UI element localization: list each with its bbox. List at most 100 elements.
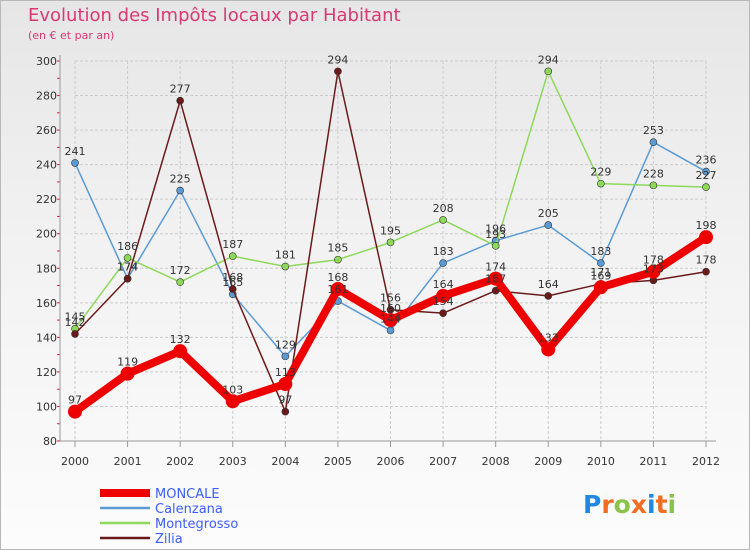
data-label-zilia: 178 bbox=[696, 254, 717, 267]
data-point-calenzana bbox=[544, 221, 553, 229]
data-label-calenzana: 183 bbox=[433, 245, 454, 258]
data-label-moncale: 174 bbox=[485, 261, 506, 274]
x-tick-label: 2004 bbox=[271, 455, 299, 468]
data-label-montegrosso: 195 bbox=[380, 224, 401, 237]
data-point-calenzana bbox=[597, 259, 605, 267]
data-label-montegrosso: 227 bbox=[696, 169, 717, 182]
data-label-moncale: 132 bbox=[170, 333, 191, 346]
x-tick-label: 2011 bbox=[639, 455, 667, 468]
y-tick-label: 180 bbox=[36, 262, 57, 275]
data-point-moncale bbox=[225, 394, 240, 409]
legend-label-calenzana: Calenzana bbox=[155, 502, 223, 517]
data-point-moncale bbox=[173, 344, 188, 359]
data-point-zilia bbox=[281, 407, 290, 416]
data-label-zilia: 164 bbox=[538, 278, 559, 291]
data-label-zilia: 154 bbox=[433, 295, 454, 308]
data-point-montegrosso bbox=[281, 262, 290, 271]
data-point-montegrosso bbox=[334, 255, 342, 264]
data-point-zilia bbox=[544, 292, 553, 300]
data-label-moncale: 133 bbox=[538, 331, 559, 344]
x-tick-label: 2010 bbox=[587, 455, 615, 468]
data-point-moncale bbox=[330, 282, 345, 296]
data-label-moncale: 178 bbox=[643, 254, 664, 267]
data-label-calenzana: 165 bbox=[222, 276, 243, 289]
data-point-zilia bbox=[491, 286, 500, 295]
y-tick-label: 260 bbox=[36, 124, 57, 137]
x-tick-label: 2000 bbox=[61, 455, 89, 468]
data-point-moncale bbox=[436, 288, 451, 303]
data-label-zilia: 171 bbox=[590, 266, 611, 279]
series-lines bbox=[68, 67, 713, 419]
data-point-moncale bbox=[278, 377, 293, 391]
data-label-moncale: 164 bbox=[433, 278, 454, 291]
data-point-moncale bbox=[593, 280, 608, 295]
data-label-calenzana: 236 bbox=[696, 154, 717, 167]
data-label-calenzana: 174 bbox=[117, 261, 138, 274]
data-label-montegrosso: 185 bbox=[327, 242, 348, 255]
data-label-moncale: 119 bbox=[117, 356, 138, 369]
gridlines bbox=[74, 60, 707, 441]
data-label-montegrosso: 187 bbox=[222, 238, 243, 251]
data-label-zilia: 156 bbox=[380, 292, 401, 305]
data-label-montegrosso: 172 bbox=[170, 264, 191, 277]
data-label-moncale: 169 bbox=[590, 269, 611, 282]
y-tick-label: 220 bbox=[36, 193, 57, 206]
data-point-moncale bbox=[646, 264, 661, 279]
data-label-zilia: 168 bbox=[222, 271, 243, 284]
data-label-calenzana: 183 bbox=[590, 245, 611, 258]
data-point-zilia bbox=[176, 96, 184, 105]
data-label-moncale: 168 bbox=[327, 271, 348, 284]
data-point-zilia bbox=[334, 67, 342, 76]
y-tick-label: 80 bbox=[43, 435, 57, 448]
legend-label-zilia: Zilia bbox=[155, 532, 183, 547]
y-tick-label: 120 bbox=[36, 366, 57, 379]
data-label-calenzana: 253 bbox=[643, 124, 664, 137]
data-point-moncale bbox=[699, 230, 713, 245]
data-label-montegrosso: 208 bbox=[433, 202, 454, 215]
x-tick-label: 2008 bbox=[482, 455, 510, 468]
data-point-zilia bbox=[439, 309, 447, 317]
x-tick-label: 2009 bbox=[534, 455, 562, 468]
data-point-calenzana bbox=[702, 167, 710, 176]
data-label-montegrosso: 186 bbox=[117, 240, 138, 253]
x-tick-label: 2006 bbox=[377, 455, 405, 468]
data-point-zilia bbox=[702, 267, 710, 276]
x-tick-label: 2001 bbox=[114, 455, 142, 468]
x-tick-label: 2012 bbox=[692, 455, 720, 468]
data-label-montegrosso: 193 bbox=[485, 228, 506, 241]
data-label-zilia: 294 bbox=[327, 53, 348, 66]
data-point-moncale bbox=[383, 313, 398, 328]
y-tick-label: 160 bbox=[36, 297, 57, 310]
y-tick-label: 300 bbox=[36, 55, 57, 68]
data-label-moncale: 150 bbox=[380, 302, 401, 315]
data-label-montegrosso: 145 bbox=[65, 311, 86, 324]
data-point-calenzana bbox=[439, 259, 447, 267]
data-label-zilia: 142 bbox=[65, 316, 86, 329]
data-point-calenzana bbox=[281, 352, 290, 361]
legend-label-moncale: MONCALE bbox=[155, 487, 220, 502]
data-point-zilia bbox=[71, 330, 79, 338]
x-tick-label: 2007 bbox=[429, 455, 457, 468]
data-label-zilia: 277 bbox=[170, 83, 191, 96]
data-point-calenzana bbox=[386, 326, 395, 335]
data-point-montegrosso bbox=[491, 242, 500, 250]
data-point-montegrosso bbox=[386, 238, 395, 247]
x-tick-label: 2003 bbox=[219, 455, 247, 468]
chart-subtitle: (en € et par an) bbox=[28, 29, 115, 42]
data-label-calenzana: 161 bbox=[327, 283, 348, 296]
proxiti-logo: Proxiti bbox=[583, 490, 677, 519]
axes: 80 100 120 140 160 180 200 220 240 260 280 300 2000 2… bbox=[36, 55, 720, 468]
data-label-calenzana: 196 bbox=[485, 223, 506, 236]
data-point-moncale bbox=[68, 404, 82, 419]
data-label-calenzana: 144 bbox=[380, 312, 401, 325]
data-point-calenzana bbox=[176, 186, 184, 195]
data-point-montegrosso bbox=[702, 183, 710, 191]
data-point-montegrosso bbox=[228, 252, 237, 260]
data-point-montegrosso bbox=[123, 254, 132, 262]
data-label-montegrosso: 294 bbox=[538, 53, 559, 66]
data-label-zilia: 174 bbox=[117, 261, 138, 274]
data-label-zilia: 173 bbox=[643, 262, 664, 275]
